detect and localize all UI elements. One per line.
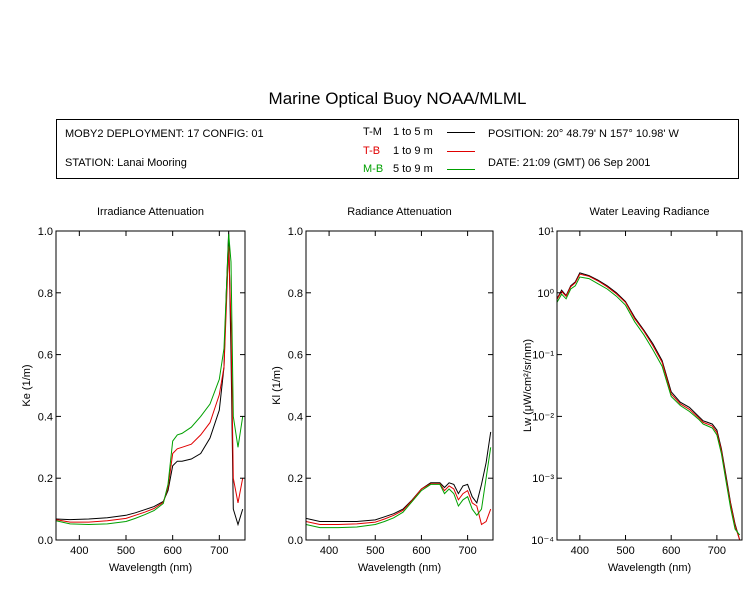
legend-code-tb: T-B [363,145,381,157]
x-tick-label: 600 [412,545,430,557]
station-text: STATION: Lanai Mooring [65,157,187,169]
x-tick-label: 600 [163,545,181,557]
legend-swatch-mb [447,169,475,170]
y-tick-label: 1.0 [288,226,303,238]
y-tick-label: 0.4 [288,411,303,423]
y-tick-label: 0.8 [288,288,303,300]
x-tick-label: 400 [571,545,589,557]
y-axis-label: Lw (μW/cm²/sr/nm) [522,339,534,432]
chart-title-0: Irradiance Attenuation [97,206,204,218]
x-tick-label: 700 [210,545,228,557]
series-line-t-m [557,272,741,540]
y-tick-label: 0.0 [288,535,303,547]
series-line-t-b [56,246,244,523]
y-tick-label: 0.8 [38,288,53,300]
x-tick-label: 600 [662,545,680,557]
page-title: Marine Optical Buoy NOAA/MLML [268,89,527,108]
legend-code-tm: T-M [363,126,382,138]
date-text: DATE: 21:09 (GMT) 06 Sep 2001 [488,157,651,169]
legend-range-tm: 1 to 5 m [393,126,433,138]
x-tick-label: 500 [366,545,384,557]
y-tick-label: 1.0 [38,226,53,238]
series-line-m-b [56,234,244,526]
plot-frame-1 [305,230,494,541]
y-tick-label: 0.2 [288,473,303,485]
x-tick-label: 700 [708,545,726,557]
chart-title-2: Water Leaving Radiance [589,206,709,218]
y-tick-label: 10⁻⁴ [531,535,554,547]
y-tick-label: 0.6 [288,350,303,362]
series-line-m-b [557,276,741,536]
y-tick-label: 10⁻² [532,411,554,423]
series-line-m-b [306,447,492,529]
series-line-t-m [56,231,244,527]
y-axis-label: Ke (1/m) [21,364,33,406]
y-tick-label: 0.4 [38,411,53,423]
x-tick-label: 500 [616,545,634,557]
x-tick-label: 500 [117,545,135,557]
x-tick-label: 400 [70,545,88,557]
y-tick-label: 10¹ [538,226,554,238]
deployment-text: MOBY2 DEPLOYMENT: 17 CONFIG: 01 [65,128,264,140]
y-tick-label: 0.0 [38,535,53,547]
legend-code-mb: M-B [363,163,384,175]
x-tick-label: 400 [320,545,338,557]
series-line-t-b [306,483,492,526]
legend-swatch-tb [447,151,475,152]
y-axis-label: Kl (1/m) [271,366,283,405]
position-text: POSITION: 20° 48.79' N 157° 10.98' W [488,128,679,140]
legend-range-mb: 5 to 9 m [393,163,433,175]
y-tick-label: 10⁻¹ [532,350,554,362]
y-tick-label: 10⁰ [537,288,554,300]
legend-range-tb: 1 to 9 m [393,145,433,157]
x-axis-label: Wavelength (nm) [109,562,192,574]
y-tick-label: 0.6 [38,350,53,362]
info-box: MOBY2 DEPLOYMENT: 17 CONFIG: 01 STATION:… [56,119,739,179]
y-tick-label: 0.2 [38,473,53,485]
plot-frame-0 [55,230,246,541]
y-tick-label: 10⁻³ [532,473,554,485]
series-line-t-m [306,431,492,522]
x-tick-label: 700 [458,545,476,557]
series-line-t-b [557,273,741,540]
x-axis-label: Wavelength (nm) [358,562,441,574]
plot-frame-2 [556,230,743,541]
chart-title-1: Radiance Attenuation [347,206,452,218]
x-axis-label: Wavelength (nm) [608,562,691,574]
legend-swatch-tm [447,132,475,133]
